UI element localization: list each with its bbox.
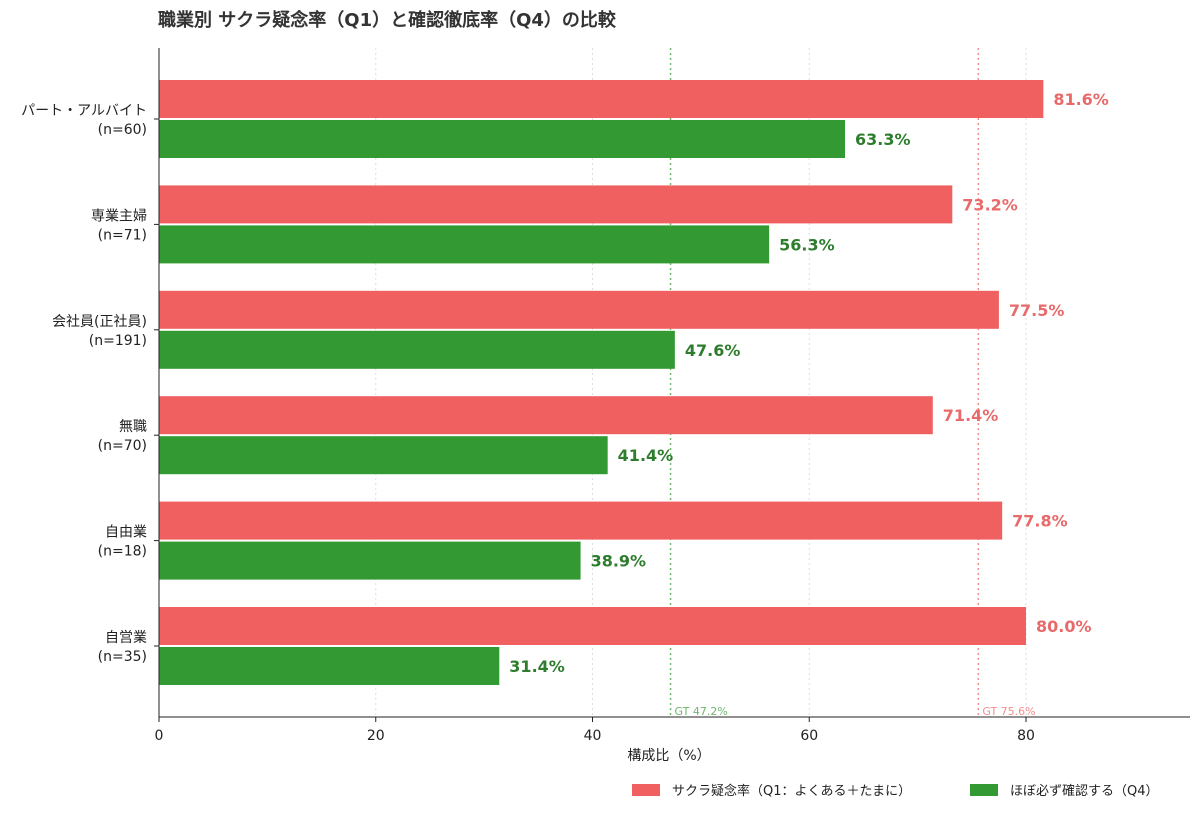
category-label: 自由業	[105, 525, 147, 541]
legend-label-q1: サクラ疑念率（Q1：よくある＋たまに）	[672, 783, 911, 799]
bar-q4	[159, 225, 770, 264]
bar-q4	[159, 436, 608, 475]
axes	[158, 48, 1190, 718]
bar-q1	[159, 185, 953, 224]
category-labels: パート・アルバイト (n=60) 専業主婦 (n=71) 会社員(正社員) (n=191)…	[21, 103, 159, 665]
legend-swatch-q4	[970, 784, 998, 796]
legend-swatch-q1	[632, 784, 660, 796]
category-label: 専業主婦	[91, 207, 147, 224]
category-n-label: (n=71)	[98, 227, 147, 243]
value-label-q4: 47.6%	[685, 341, 741, 360]
value-label-q4: 31.4%	[509, 657, 565, 676]
chart-title: 職業別 サクラ疑念率（Q1）と確認徹底率（Q4）の比較	[158, 9, 617, 31]
bar-q1	[159, 290, 999, 329]
category-label: パート・アルバイト	[21, 103, 147, 119]
category-label: 無職	[119, 419, 147, 435]
legend: サクラ疑念率（Q1：よくある＋たまに） ほぼ必ず確認する（Q4）	[632, 783, 1159, 799]
x-ticks: 0 20 40 60 80	[155, 717, 1035, 744]
x-axis-label: 構成比（%）	[627, 748, 710, 764]
value-label-q1: 77.5%	[1009, 301, 1065, 320]
x-tick-label: 60	[800, 728, 818, 744]
bar-q4	[159, 330, 675, 369]
value-label-q4: 56.3%	[779, 235, 835, 254]
bar-q1	[159, 607, 1026, 645]
bar-q4	[159, 120, 846, 158]
x-tick-label: 40	[584, 728, 602, 744]
grid-lines	[375, 48, 1027, 717]
bars: 81.6% 63.3% 73.2% 56.3% 77.5% 47.6% 71.4% 41.4%…	[159, 80, 1109, 685]
bar-q4	[159, 541, 581, 580]
reference-lines: GT 47.2% GT 75.6%	[669, 48, 1036, 718]
value-label-q1: 71.4%	[943, 406, 999, 425]
x-tick-label: 80	[1017, 728, 1035, 744]
bar-q4	[159, 647, 500, 685]
category-n-label: (n=18)	[98, 544, 147, 560]
category-n-label: (n=191)	[89, 333, 147, 349]
value-label-q1: 80.0%	[1036, 617, 1092, 636]
x-tick-label: 20	[367, 728, 385, 744]
reference-label: GT 75.6%	[982, 705, 1035, 718]
category-n-label: (n=70)	[98, 438, 147, 454]
legend-label-q4: ほぼ必ず確認する（Q4）	[1010, 783, 1159, 799]
x-tick-label: 0	[155, 728, 164, 744]
value-label-q1: 77.8%	[1012, 512, 1068, 531]
bar-q1	[159, 396, 933, 435]
value-label-q4: 63.3%	[855, 130, 911, 149]
value-label-q4: 41.4%	[618, 446, 674, 465]
value-label-q1: 73.2%	[962, 195, 1018, 214]
reference-label: GT 47.2%	[675, 705, 728, 718]
value-label-q4: 38.9%	[591, 552, 647, 571]
bar-q1	[159, 501, 1003, 540]
value-label-q1: 81.6%	[1053, 90, 1109, 109]
category-n-label: (n=35)	[98, 649, 147, 665]
category-n-label: (n=60)	[98, 122, 147, 138]
bar-q1	[159, 80, 1044, 118]
category-label: 自営業	[105, 630, 147, 646]
category-label: 会社員(正社員)	[52, 314, 147, 330]
